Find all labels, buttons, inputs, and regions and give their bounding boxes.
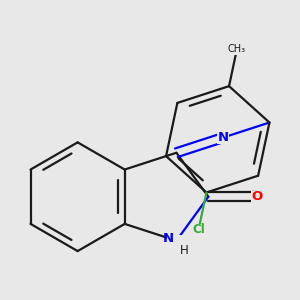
Bar [251,191,263,203]
Bar [226,43,248,55]
Bar [167,235,185,247]
Text: N: N [162,232,173,245]
Text: H: H [180,244,189,257]
Bar [217,132,229,144]
Text: Cl: Cl [192,223,205,236]
Text: CH₃: CH₃ [228,44,246,54]
Bar [191,224,206,236]
Text: O: O [252,190,263,203]
Text: N: N [218,131,229,144]
